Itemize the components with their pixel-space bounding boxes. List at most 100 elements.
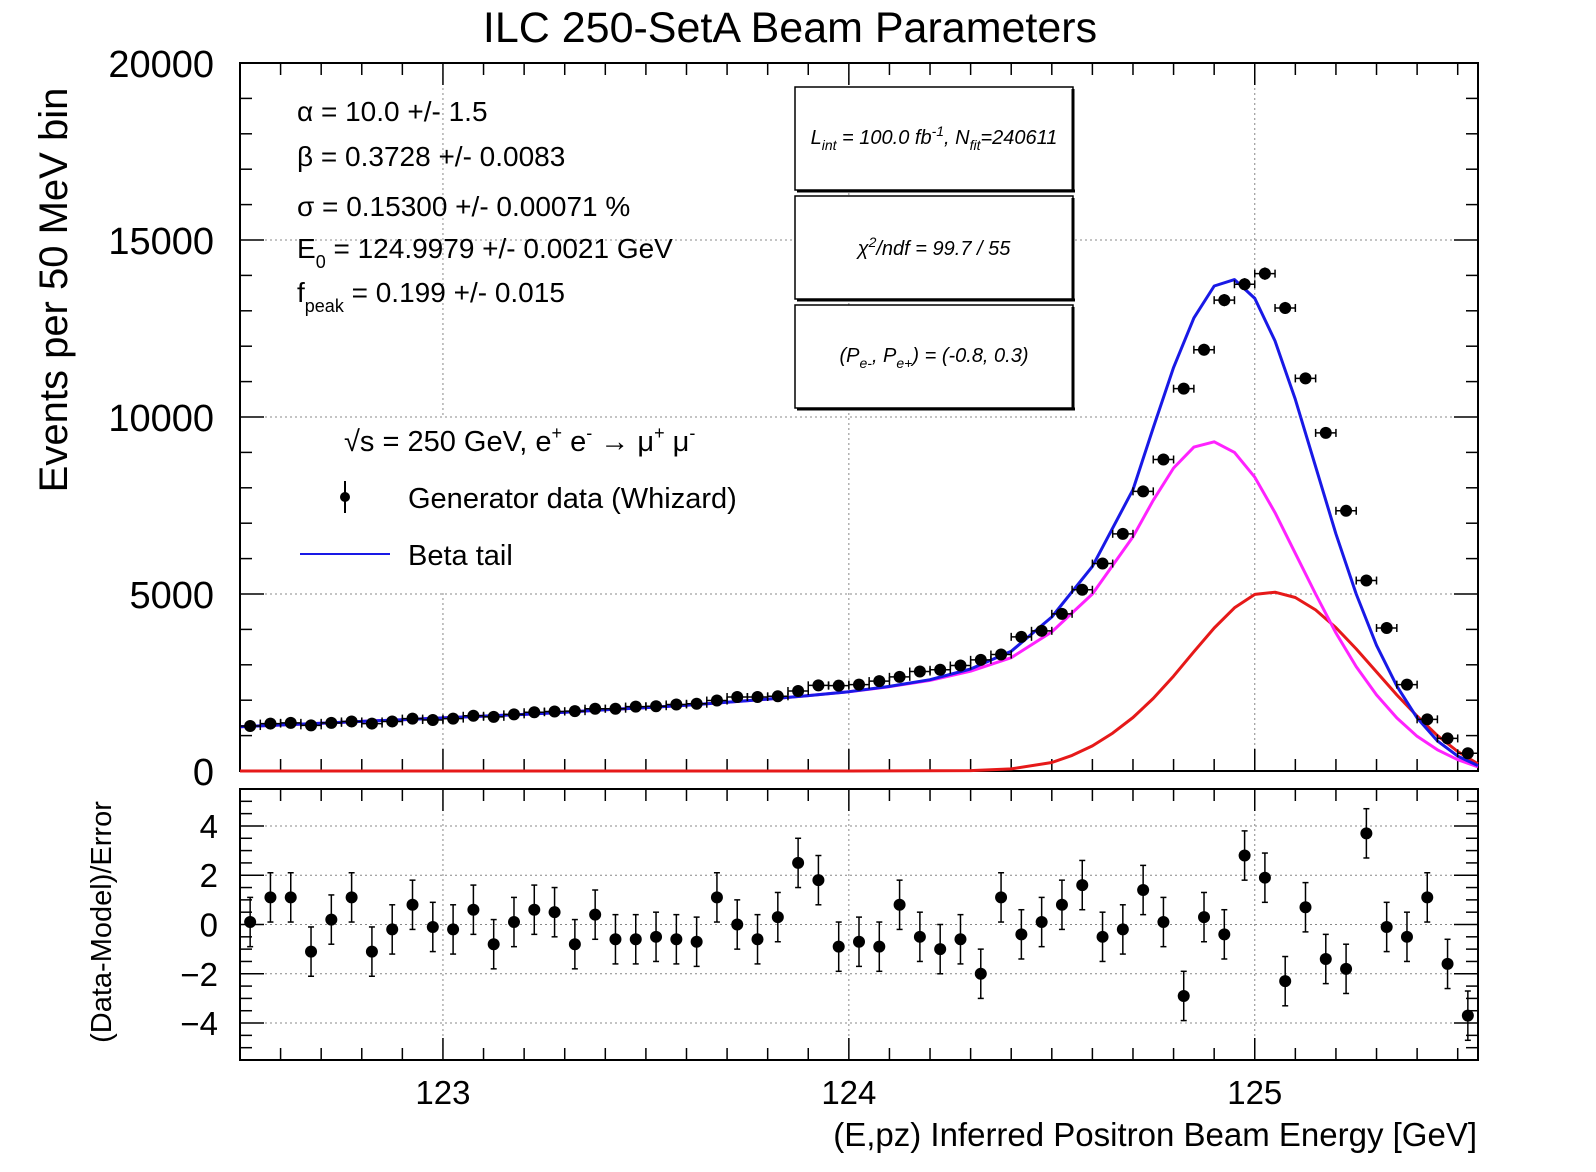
data-point bbox=[1071, 583, 1094, 596]
pull-marker bbox=[731, 918, 744, 931]
pull-point bbox=[609, 913, 622, 965]
pull-marker bbox=[1218, 928, 1231, 941]
x-tick-label: 124 bbox=[821, 1074, 876, 1111]
pull-marker bbox=[1279, 975, 1292, 988]
data-marker bbox=[365, 717, 378, 730]
data-marker bbox=[264, 717, 277, 730]
data-point bbox=[1132, 485, 1155, 498]
data-marker bbox=[629, 700, 642, 713]
pull-marker bbox=[873, 940, 886, 953]
data-point bbox=[1436, 732, 1459, 745]
bottom-panel: −4 −2 0 2 4 123 124 125 (Data-Model)/Error (E,… bbox=[86, 788, 1479, 1153]
pull-point bbox=[1055, 879, 1068, 931]
pull-point bbox=[589, 889, 602, 941]
data-point bbox=[827, 679, 850, 692]
data-marker bbox=[1461, 747, 1474, 760]
data-marker bbox=[345, 715, 358, 728]
data-marker bbox=[487, 710, 500, 723]
data-point bbox=[1416, 713, 1439, 726]
param-alpha: α = 10.0 +/- 1.5 bbox=[297, 96, 488, 127]
pull-marker bbox=[507, 916, 520, 929]
pull-point bbox=[1177, 970, 1190, 1022]
top-panel: 0 5000 10000 15000 20000 Events per 50 MeV b… bbox=[32, 44, 1479, 794]
data-point bbox=[1456, 747, 1479, 760]
pull-marker bbox=[1096, 930, 1109, 943]
data-marker bbox=[974, 653, 987, 666]
data-point bbox=[929, 663, 952, 676]
x-tick-labels: 123 124 125 bbox=[415, 1074, 1282, 1111]
data-marker bbox=[1380, 621, 1393, 634]
pull-point bbox=[913, 911, 926, 963]
data-point bbox=[1152, 453, 1175, 466]
pull-point bbox=[365, 926, 378, 977]
pull-point bbox=[548, 886, 561, 938]
bottom-grid bbox=[240, 789, 1478, 1060]
pull-point bbox=[1400, 911, 1413, 963]
pull-marker bbox=[1116, 923, 1129, 936]
legend-data-marker bbox=[340, 481, 350, 513]
pull-point bbox=[345, 872, 358, 923]
pull-point bbox=[568, 918, 581, 970]
data-marker bbox=[934, 663, 947, 676]
fit-curve-peak bbox=[240, 590, 1479, 773]
data-point bbox=[706, 694, 728, 707]
data-marker bbox=[244, 720, 257, 733]
pull-marker bbox=[325, 913, 338, 926]
data-point bbox=[320, 716, 343, 729]
pull-point bbox=[426, 901, 439, 953]
data-point bbox=[421, 714, 444, 727]
chi2-box: χ2/ndf = 99.7 / 55 bbox=[794, 195, 1075, 302]
pull-marker bbox=[1157, 916, 1170, 929]
pull-marker bbox=[1137, 884, 1150, 897]
pull-marker bbox=[1258, 871, 1271, 884]
pull-point bbox=[447, 904, 460, 955]
pull-marker bbox=[1421, 891, 1434, 904]
data-point bbox=[1355, 574, 1378, 587]
pull-point bbox=[1340, 943, 1353, 995]
data-point bbox=[1051, 607, 1073, 620]
data-marker bbox=[812, 679, 825, 692]
pull-point bbox=[812, 854, 825, 906]
data-marker bbox=[1055, 607, 1068, 620]
pull-point bbox=[528, 884, 541, 936]
legend-header: √s = 250 GeV, e+ e- → μ+ μ- bbox=[344, 423, 695, 458]
pull-point bbox=[954, 913, 967, 965]
pull-point bbox=[751, 913, 764, 965]
data-marker bbox=[1258, 267, 1271, 280]
data-point bbox=[1030, 624, 1053, 637]
pull-marker bbox=[1380, 920, 1393, 933]
data-marker bbox=[873, 675, 886, 688]
pull-marker bbox=[1299, 901, 1312, 914]
data-marker bbox=[751, 691, 764, 704]
pull-marker bbox=[629, 933, 642, 946]
pull-marker bbox=[426, 920, 439, 933]
y-tick-label: 20000 bbox=[108, 44, 214, 86]
x-tick-label: 123 bbox=[415, 1074, 470, 1111]
pull-point bbox=[771, 891, 784, 943]
pull-marker bbox=[1177, 989, 1190, 1002]
pull-marker bbox=[1035, 916, 1048, 929]
data-marker bbox=[853, 678, 865, 691]
pull-marker bbox=[995, 891, 1008, 904]
pull-marker bbox=[1360, 827, 1373, 840]
pull-point bbox=[406, 879, 419, 931]
pull-point bbox=[1441, 938, 1454, 990]
pull-marker bbox=[812, 874, 825, 887]
pull-point bbox=[1279, 955, 1292, 1007]
pull-marker bbox=[487, 938, 500, 951]
pull-marker bbox=[974, 967, 987, 980]
pull-point bbox=[690, 916, 703, 968]
pull-point bbox=[507, 896, 520, 948]
pull-point bbox=[1360, 807, 1373, 859]
pull-point bbox=[853, 916, 865, 968]
pull-marker bbox=[386, 923, 399, 936]
pull-point bbox=[934, 923, 947, 975]
legend-data-label: Generator data (Whizard) bbox=[408, 483, 737, 515]
data-marker bbox=[1319, 426, 1332, 439]
pull-marker bbox=[1400, 930, 1413, 943]
data-marker bbox=[609, 702, 622, 715]
y-tick-label: 10000 bbox=[108, 398, 214, 440]
data-marker bbox=[650, 700, 663, 713]
data-marker bbox=[386, 715, 399, 728]
pull-point bbox=[893, 879, 906, 931]
